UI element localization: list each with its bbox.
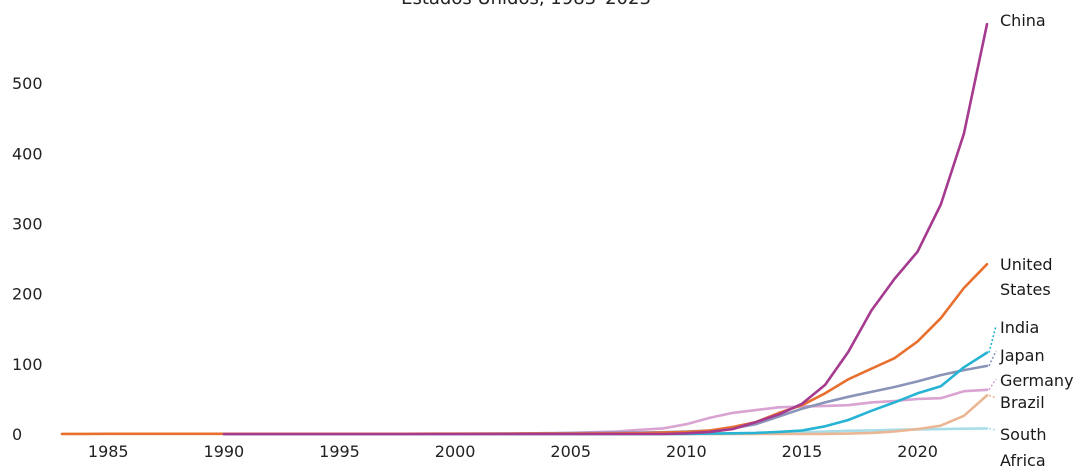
- series-labels: China United States India Japan Germany Brazil…: [988, 11, 1074, 466]
- y-tick-label: 100: [12, 355, 43, 374]
- chart-title: Estados Unidos, 1983–2023: [401, 0, 651, 9]
- label-connector: [988, 325, 997, 353]
- x-tick-label: 2020: [897, 442, 938, 461]
- label-connector: [988, 394, 997, 399]
- x-tick-label: 2010: [666, 442, 707, 461]
- y-tick-label: 400: [12, 144, 43, 163]
- label-connector: [988, 427, 997, 431]
- series-line-united-states: [60, 262, 989, 436]
- y-tick-label: 200: [12, 285, 43, 304]
- series-label-india: India: [1000, 318, 1039, 337]
- x-tick-label: 2005: [550, 442, 591, 461]
- y-tick-label: 300: [12, 214, 43, 233]
- series-label-china: China: [1000, 11, 1046, 30]
- series-lines: [60, 22, 989, 436]
- x-tick-label: 2000: [435, 442, 476, 461]
- series-label-united-states: United States: [1000, 255, 1053, 299]
- series-label-south-africa: South Africa: [1000, 425, 1047, 466]
- x-tick-label: 1995: [319, 442, 360, 461]
- y-axis: 0 100 200 300 400 500: [12, 74, 43, 444]
- series-label-japan: Japan: [999, 346, 1045, 365]
- x-tick-label: 1990: [204, 442, 245, 461]
- label-connector: [988, 378, 997, 391]
- series-line-china: [222, 22, 989, 436]
- x-axis: 1985 1990 1995 2000 2005 2010 2015 2020: [88, 442, 938, 461]
- label-connector: [988, 350, 997, 367]
- series-line-germany: [222, 388, 989, 436]
- x-tick-label: 1985: [88, 442, 129, 461]
- y-tick-label: 500: [12, 74, 43, 93]
- series-line-india: [222, 351, 989, 436]
- x-tick-label: 2015: [782, 442, 823, 461]
- series-line-japan: [222, 364, 989, 436]
- series-label-germany: Germany: [1000, 371, 1074, 390]
- series-label-brazil: Brazil: [1000, 393, 1045, 412]
- y-tick-label: 0: [12, 425, 22, 444]
